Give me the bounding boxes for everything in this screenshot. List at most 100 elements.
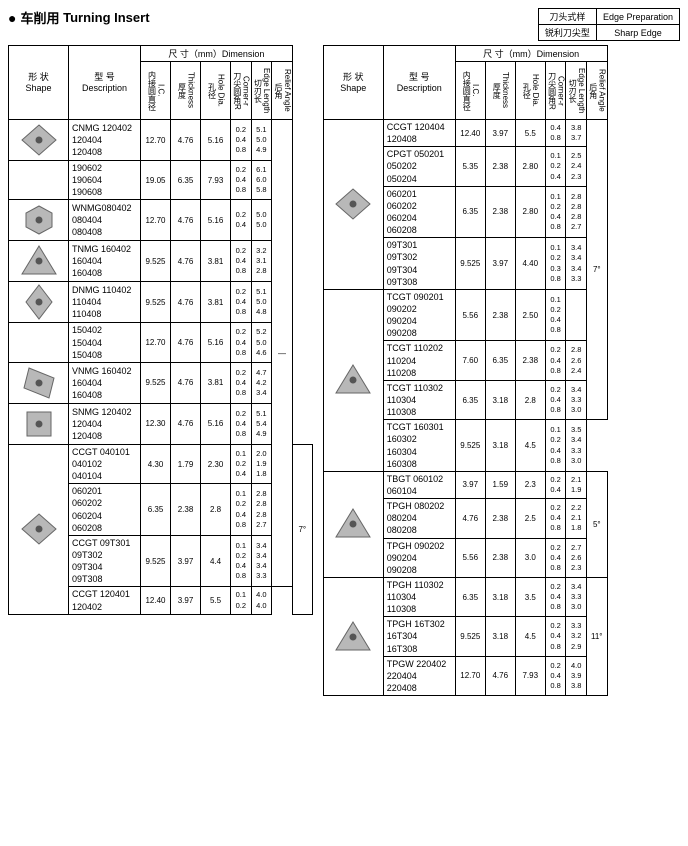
shape-cell [9, 282, 69, 323]
hole-cell: 2.80 [515, 147, 545, 186]
cr-cell: 0.20.40.8 [545, 656, 566, 695]
ic-cell: 6.35 [141, 484, 171, 536]
edge-cell: 2.82.62.4 [566, 341, 587, 380]
thk-cell: 2.38 [485, 147, 515, 186]
table-row: CCGT 0401010401020401044.301.792.300.10.… [9, 444, 313, 483]
hole-cell: 5.5 [201, 587, 231, 614]
table-row: WNMG08040208040408040812.704.765.160.20.… [9, 200, 313, 241]
cr-cell: 0.20.40.8 [545, 577, 566, 616]
cr-cell: 0.20.40.8 [231, 120, 252, 161]
desc-cell: CCGT 040101040102040104 [69, 444, 141, 483]
header-shape: 形 状Shape [9, 46, 69, 120]
cr-cell: 0.10.20.30.8 [545, 238, 566, 290]
edge-cell: 5.15.04.8 [251, 282, 272, 323]
header-relief: Relief Angle后角 [586, 62, 607, 120]
ic-cell: 12.40 [141, 587, 171, 614]
legend-r1c1: 刀头式样 [538, 9, 596, 25]
hole-cell: 4.40 [515, 238, 545, 290]
ic-cell: 4.30 [141, 444, 171, 483]
table-right: 形 状Shape 型 号Description 尺 寸（mm）Dimension… [323, 45, 608, 696]
edge-cell: 2.52.42.3 [566, 147, 587, 186]
desc-cell: CNMG 120402120404120408 [69, 120, 141, 161]
desc-cell: TCGT 090201090202090204090208 [383, 289, 455, 341]
cr-cell: 0.10.20.40.8 [231, 484, 252, 536]
hole-cell: 4.5 [515, 420, 545, 472]
desc-cell: TBGT 060102060104 [383, 471, 455, 498]
cr-cell: 0.20.40.8 [231, 323, 252, 362]
desc-cell: CPGT 050201050202050204 [383, 147, 455, 186]
thk-cell: 1.79 [171, 444, 201, 483]
ic-cell: 6.35 [455, 186, 485, 238]
edge-cell: 5.05.0 [251, 200, 272, 241]
ic-cell: 5.35 [455, 147, 485, 186]
thk-cell: 2.38 [485, 499, 515, 538]
table-row: CCGT 12040412040812.403.975.50.40.83.83.… [323, 120, 607, 147]
cr-cell: 0.20.40.8 [231, 403, 252, 444]
edge-cell: 5.15.44.9 [251, 403, 272, 444]
header-corner: Corner-r刀尖圆角R [231, 62, 252, 120]
desc-cell: SNMG 120402120404120408 [69, 403, 141, 444]
relief-cell: 7° [586, 120, 607, 420]
hole-cell: 5.16 [201, 403, 231, 444]
desc-cell: 060201060202060204060208 [383, 186, 455, 238]
page-title: ● 车削用 Turning Insert [8, 8, 150, 27]
ic-cell: 12.70 [141, 323, 171, 362]
desc-cell: TCGT 110202110204110208 [383, 341, 455, 380]
table-row: TNMG 1604021604041604089.5254.763.810.20… [9, 241, 313, 282]
cr-cell: 0.20.4 [545, 471, 566, 498]
desc-cell: TPGW 220402220404220408 [383, 656, 455, 695]
thk-cell: 3.18 [485, 577, 515, 616]
header-thickness: Thickness厚度 [485, 62, 515, 120]
hole-cell: 5.16 [201, 323, 231, 362]
edge-cell [566, 289, 587, 341]
ic-cell: 3.97 [455, 471, 485, 498]
hole-cell: 3.81 [201, 241, 231, 282]
desc-cell: 190602190604190608 [69, 161, 141, 200]
edge-cell: 3.83.7 [566, 120, 587, 147]
ic-cell: 6.35 [455, 380, 485, 419]
title-cn: 车削用 [20, 8, 59, 27]
ic-cell: 5.56 [455, 538, 485, 577]
hole-cell: 2.50 [515, 289, 545, 341]
thk-cell: 4.76 [171, 323, 201, 362]
edge-cell: 6.16.05.8 [251, 161, 272, 200]
thk-cell: 4.76 [171, 403, 201, 444]
thk-cell: 3.97 [485, 120, 515, 147]
thk-cell: 4.76 [171, 200, 201, 241]
hole-cell: 4.5 [515, 617, 545, 656]
desc-cell: TPGH 090202090204090208 [383, 538, 455, 577]
shape-cell [9, 403, 69, 444]
cr-cell: 0.20.40.8 [545, 617, 566, 656]
shape-cell [323, 120, 383, 290]
ic-cell: 9.525 [141, 535, 171, 587]
table-left: 形 状Shape 型 号Description 尺 寸（mm）Dimension… [8, 45, 313, 615]
header-desc: 型 号Description [69, 46, 141, 120]
hole-cell: 2.3 [515, 471, 545, 498]
ic-cell: 9.525 [455, 617, 485, 656]
hole-cell: 7.93 [515, 656, 545, 695]
thk-cell: 3.18 [485, 420, 515, 472]
header-relief: Relief Angle后角 [272, 62, 293, 120]
ic-cell: 9.525 [455, 238, 485, 290]
thk-cell: 2.38 [485, 538, 515, 577]
header-shape: 形 状Shape [323, 46, 383, 120]
table-row: 19060219060419060819.056.357.930.20.40.8… [9, 161, 313, 200]
title-en: Turning Insert [63, 10, 149, 25]
cr-cell: 0.20.40.8 [231, 161, 252, 200]
thk-cell: 3.97 [485, 238, 515, 290]
table-row: TPGH 1103021103041103086.353.183.50.20.4… [323, 577, 607, 616]
cr-cell: 0.20.40.8 [545, 380, 566, 419]
hole-cell: 3.5 [515, 577, 545, 616]
cr-cell: 0.20.40.8 [545, 341, 566, 380]
edge-cell: 3.43.43.43.3 [251, 535, 272, 587]
hole-cell: 7.93 [201, 161, 231, 200]
tables-wrap: 形 状Shape 型 号Description 尺 寸（mm）Dimension… [8, 45, 680, 696]
hole-cell: 3.81 [201, 282, 231, 323]
hole-cell: 2.8 [201, 484, 231, 536]
cr-cell: 0.10.20.4 [545, 147, 566, 186]
hole-cell: 3.0 [515, 538, 545, 577]
header-hole: Hole Dia.孔径 [515, 62, 545, 120]
cr-cell: 0.20.40.8 [231, 282, 252, 323]
thk-cell: 6.35 [171, 161, 201, 200]
ic-cell: 12.70 [141, 120, 171, 161]
